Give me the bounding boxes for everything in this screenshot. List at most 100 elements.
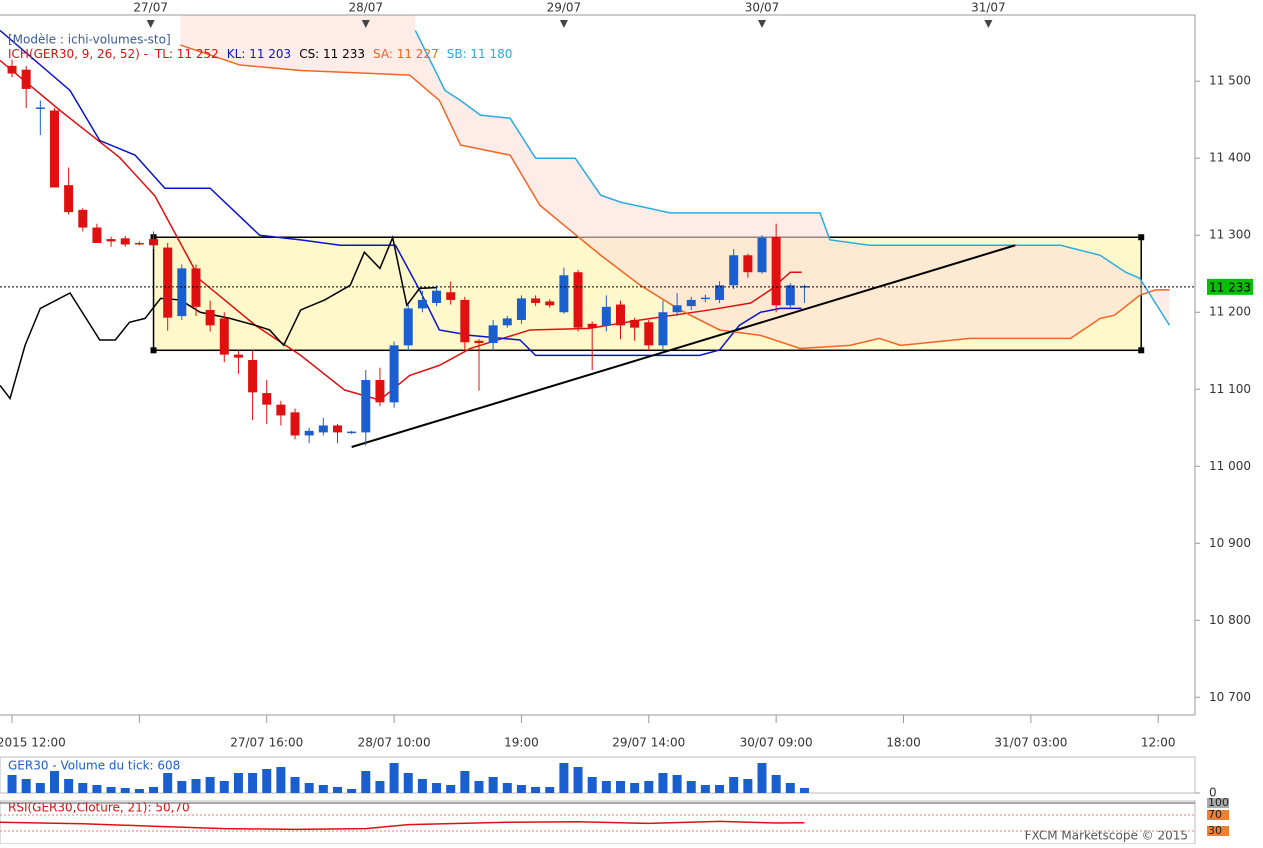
box-handle — [150, 347, 157, 354]
footer: FXCM Marketscope © 2015 — [1025, 829, 1188, 843]
volume-bar — [446, 785, 456, 793]
volume-bar — [403, 773, 413, 793]
candle-body — [587, 323, 597, 328]
volume-bar — [332, 787, 342, 793]
candle-body — [658, 312, 668, 346]
volume-bar — [375, 781, 385, 793]
candle-body — [488, 325, 498, 344]
volume-bar — [729, 777, 739, 793]
volume-bar — [233, 773, 243, 793]
candle-body — [106, 239, 116, 242]
volume-bar — [615, 781, 625, 793]
volume-bar — [488, 777, 498, 793]
top-tick-label: 31/07 — [971, 1, 1006, 15]
candle-body — [729, 255, 739, 286]
y-tick-label: 11 100 — [1209, 382, 1251, 396]
trend-line — [351, 244, 1016, 448]
candle-body — [64, 185, 74, 213]
last-price-box — [1207, 278, 1253, 295]
indicator-line — [0, 29, 802, 357]
x-tick-label: 29/07 14:00 — [612, 736, 685, 750]
volume-bar — [658, 773, 668, 793]
candle-body — [715, 285, 725, 300]
candle-body — [304, 430, 314, 436]
candle-body — [502, 318, 512, 326]
rsi-tick-label: 30 — [1208, 824, 1222, 837]
plot-area — [0, 15, 1171, 448]
candle-body — [205, 309, 215, 326]
candle-body — [332, 425, 342, 433]
candle-body — [290, 412, 300, 436]
y-tick-label: 10 700 — [1209, 690, 1251, 704]
candle-body — [545, 301, 555, 306]
volume-bar — [743, 779, 753, 793]
x-tick-label: 19:00 — [504, 736, 539, 750]
volume-bar — [573, 767, 583, 793]
candle-body — [474, 340, 484, 344]
candle-body — [460, 299, 470, 343]
volume-bar — [460, 771, 470, 793]
candle-body — [219, 318, 229, 355]
candle-body — [644, 322, 654, 346]
top-tick — [984, 20, 993, 28]
y-tick-label: 10 900 — [1209, 536, 1251, 550]
candle-body — [630, 319, 640, 328]
volume-bar — [106, 787, 116, 793]
candle-body — [672, 305, 682, 313]
candle-body — [233, 354, 243, 358]
top-tick-label: 27/07 — [133, 1, 168, 15]
volume-panel — [0, 756, 1196, 794]
volume-bar — [191, 779, 201, 793]
volume-bar — [587, 777, 597, 793]
volume-bar — [177, 781, 187, 793]
candle-body — [191, 268, 201, 307]
rsi-tick-label: 70 — [1208, 808, 1222, 821]
volume-bar — [262, 769, 272, 793]
rsi-tick-box — [1207, 826, 1229, 836]
volume-bar — [559, 763, 569, 793]
volume-bar — [134, 789, 144, 793]
candle-body — [318, 425, 328, 433]
rsi-tick-box — [1207, 810, 1229, 820]
volume-bar — [78, 783, 88, 793]
box-handle — [1138, 347, 1145, 354]
volume-bar — [545, 787, 555, 793]
volume-bar — [290, 777, 300, 793]
top-tick — [757, 20, 766, 28]
x-tick-label: 27/07 16:00 — [230, 736, 303, 750]
volume-bar — [276, 767, 286, 793]
volume-bar — [516, 785, 526, 793]
candle-body — [403, 308, 413, 346]
candle-body — [771, 236, 781, 306]
volume-bar — [92, 785, 102, 793]
y-tick-label: 11 000 — [1209, 459, 1251, 473]
volume-bar — [715, 785, 725, 793]
candle-body — [78, 209, 88, 228]
candle-body — [21, 69, 31, 89]
volume-bar — [432, 783, 442, 793]
legend-entry: KL: 11 203 — [227, 47, 291, 61]
volume-bar — [686, 781, 696, 793]
volume-bar — [120, 788, 130, 793]
top-tick-label: 28/07 — [348, 1, 383, 15]
volume-bar — [219, 781, 229, 793]
rsi-tick-box — [1207, 798, 1229, 808]
candle-body — [177, 268, 187, 317]
legend-entry: SA: 11 227 — [373, 47, 439, 61]
x-tick-label: 30/07 09:00 — [740, 736, 813, 750]
volume-bar — [672, 775, 682, 793]
indicator-label: ICH(GER30, 9, 26, 52) - — [8, 47, 148, 61]
indicator-line — [414, 30, 1171, 326]
volume-bar — [630, 783, 640, 793]
legend-entry: TL: 11 252 — [154, 47, 219, 61]
volume-bar — [644, 781, 654, 793]
candle-body — [120, 238, 130, 245]
indicator-line — [0, 235, 437, 401]
top-tick-label: 30/07 — [745, 1, 780, 15]
candle-body — [446, 292, 456, 300]
volume-label: GER30 - Volume du tick: 608 — [8, 759, 180, 773]
volume-bar — [347, 789, 357, 793]
candle-body — [601, 306, 611, 326]
